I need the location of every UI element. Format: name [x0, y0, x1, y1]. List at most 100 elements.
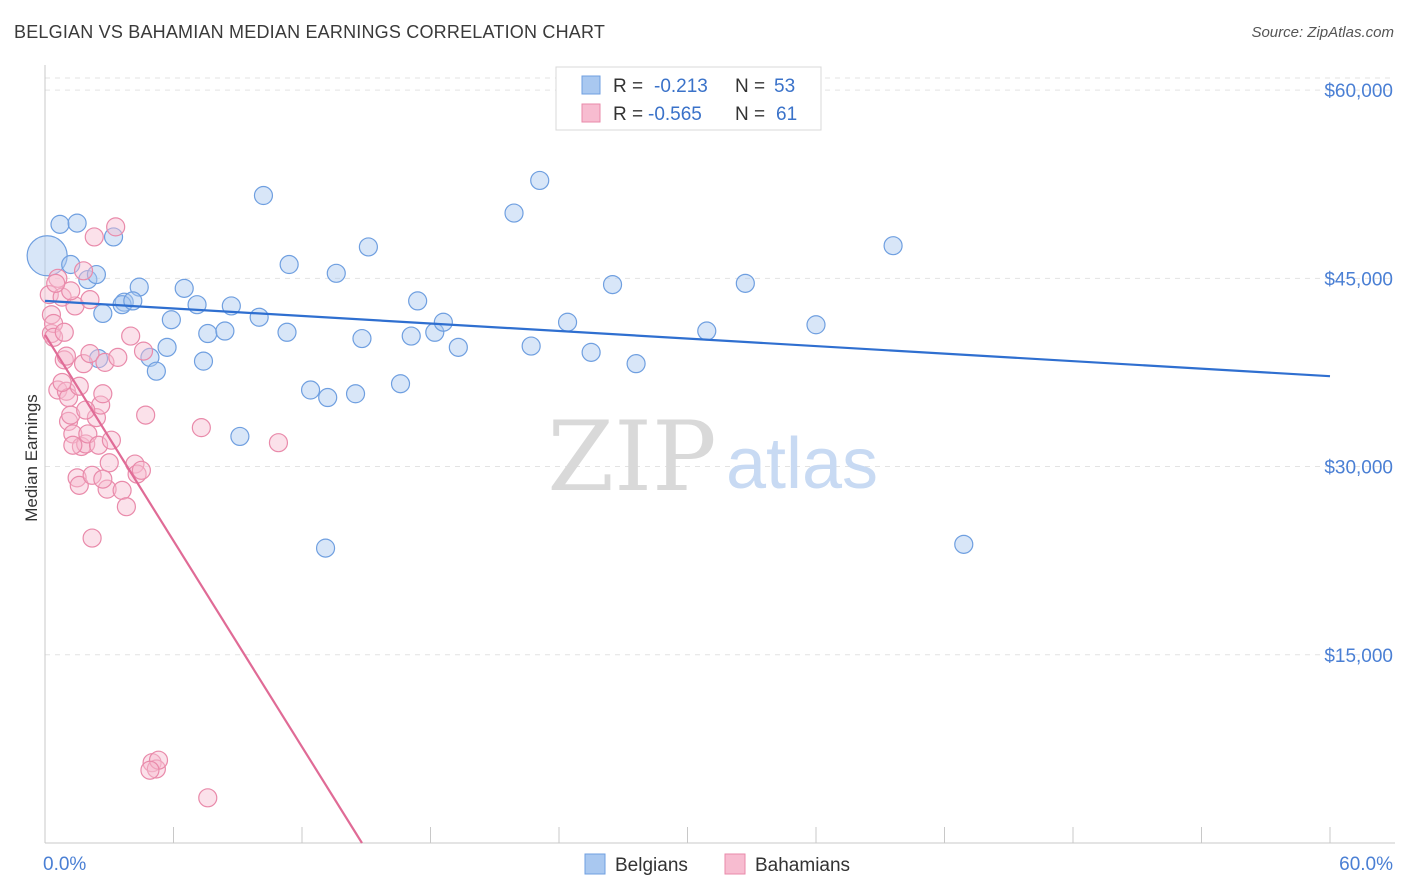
belgians-point-40 [626, 354, 646, 374]
belgians-point-19 [277, 322, 297, 342]
bahamians-point-56 [56, 346, 77, 366]
bahamians-point-37 [108, 347, 128, 367]
belgians-point-18 [249, 307, 269, 327]
source-credit: Source: ZipAtlas.com [1251, 24, 1394, 41]
bottom-legend-swatch-bahamians [724, 853, 746, 875]
belgians-point-48 [193, 351, 214, 371]
legend-r-label-belgians: R = [613, 76, 643, 97]
bahamians-point-13 [61, 405, 81, 425]
bahamians-point-50 [198, 788, 218, 808]
bahamians-point-59 [93, 469, 113, 489]
belgians-point-29 [401, 326, 421, 346]
bottom-legend-label-belgians: Belgians [615, 855, 688, 876]
bahamians-point-27 [84, 227, 104, 247]
belgians-point-25 [345, 384, 366, 404]
y-tick-label-45000: $45,000 [1324, 269, 1393, 290]
bahamians-point-34 [99, 453, 119, 473]
chart-title: BELGIAN VS BAHAMIAN MEDIAN EARNINGS CORR… [14, 22, 606, 42]
trend-lines [44, 299, 1331, 844]
belgians-point-17 [221, 296, 241, 316]
bahamians-point-54 [46, 273, 66, 293]
belgians-point-13 [161, 310, 181, 330]
bottom-legend-swatch-belgians [584, 853, 606, 875]
belgians-point-23 [318, 387, 338, 408]
bottom-legend-label-bahamians: Bahamians [755, 855, 850, 876]
bahamians-point-51 [268, 433, 289, 453]
belgians-point-30 [408, 291, 428, 311]
bahamians-point-8 [54, 322, 74, 342]
bahamians-point-44 [133, 341, 154, 361]
legend-n-value-bahamians: 61 [776, 104, 797, 125]
belgians-point-22 [300, 380, 321, 400]
tick-labels: $15,000 $30,000 $45,000 $60,000 0.0% 60.0% [43, 81, 1393, 875]
belgians-point-51 [174, 278, 194, 298]
watermark-atlas: atlas [726, 424, 878, 504]
belgians-point-46 [315, 538, 336, 558]
bahamians-point-24 [80, 344, 100, 364]
series-bahamians [39, 217, 289, 808]
bottom-legend: Belgians Bahamians [584, 853, 850, 876]
bahamians-point-18 [69, 475, 89, 495]
belgians-point-44 [883, 236, 903, 256]
belgians-point-20 [253, 185, 274, 206]
belgians-point-1 [50, 214, 70, 234]
belgians-point-16 [215, 321, 235, 341]
bahamians-point-29 [88, 435, 109, 455]
bahamians-point-38 [112, 480, 132, 500]
legend-n-label-bahamians: N = [735, 104, 765, 125]
belgians-trend-line [44, 299, 1331, 378]
belgians-point-35 [521, 336, 541, 356]
bahamians-point-21 [73, 354, 94, 374]
y-tick-label-30000: $30,000 [1324, 458, 1393, 479]
bahamians-point-20 [73, 261, 94, 281]
bahamians-point-40 [121, 326, 141, 346]
belgians-point-21 [279, 254, 299, 275]
bahamians-point-32 [95, 352, 115, 372]
belgians-point-49 [146, 361, 166, 381]
belgians-point-37 [557, 312, 578, 332]
y-axis-label: Median Earnings [22, 394, 41, 522]
belgians-point-32 [433, 312, 453, 332]
bahamians-point-45 [136, 405, 156, 425]
bahamians-point-55 [52, 372, 72, 393]
watermark: ZIP atlas [547, 401, 878, 513]
belgians-point-15 [198, 323, 218, 344]
belgians-point-12 [157, 337, 177, 357]
belgians-point-41 [735, 273, 755, 293]
belgians-point-26 [352, 328, 372, 349]
belgians-point-42 [697, 321, 717, 341]
bahamians-point-52 [82, 528, 102, 548]
bahamians-point-31 [93, 384, 113, 404]
grid-lines [45, 77, 1395, 656]
legend-n-label-belgians: N = [735, 76, 765, 97]
belgians-point-38 [581, 342, 601, 362]
belgians-point-47 [230, 426, 250, 447]
belgians-point-34 [504, 203, 524, 223]
bahamians-point-25 [80, 290, 100, 310]
belgians-point-5 [86, 264, 107, 285]
belgians-point-3 [67, 213, 87, 233]
bahamians-trend-line [44, 334, 363, 844]
legend-r-value-bahamians: -0.565 [648, 104, 702, 125]
bahamians-point-39 [116, 497, 136, 517]
legend-r-value-belgians: -0.213 [654, 76, 708, 97]
bahamians-point-57 [63, 435, 83, 455]
bahamians-point-60 [140, 760, 160, 780]
belgians-point-33 [448, 337, 468, 357]
axes [44, 65, 1395, 844]
legend-swatch-belgians [581, 75, 601, 95]
belgians-point-6 [93, 303, 113, 324]
legend-r-label-bahamians: R = [613, 104, 643, 125]
belgians-point-27 [358, 237, 378, 257]
bahamians-point-26 [82, 465, 102, 485]
legend-swatch-bahamians [581, 103, 601, 123]
belgians-point-39 [602, 274, 623, 295]
bahamians-point-53 [61, 281, 81, 301]
series-belgians [26, 170, 974, 558]
bahamians-point-49 [191, 418, 211, 438]
belgians-point-24 [326, 263, 346, 283]
y-tick-label-60000: $60,000 [1324, 81, 1393, 102]
y-tick-label-15000: $15,000 [1324, 646, 1393, 667]
belgians-point-43 [806, 315, 826, 335]
